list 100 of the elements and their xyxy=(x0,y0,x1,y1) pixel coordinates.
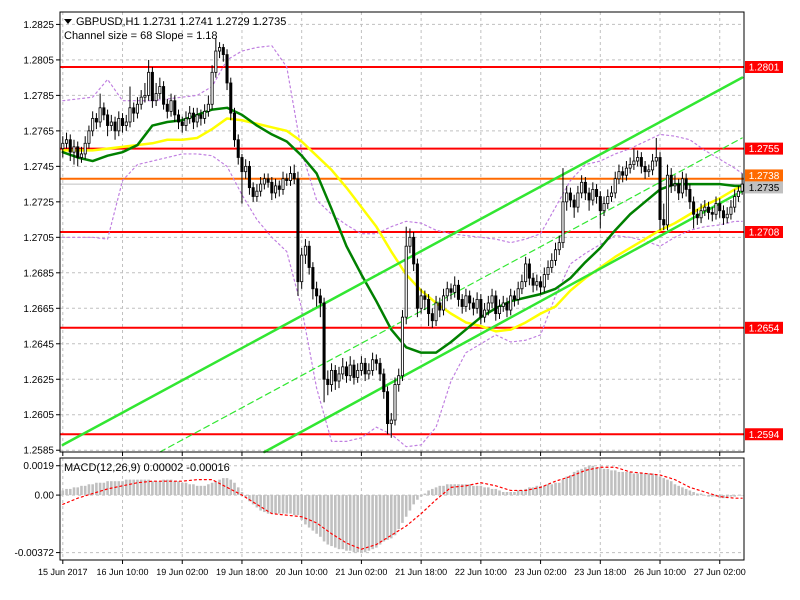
candlestick xyxy=(494,290,498,322)
candlestick xyxy=(330,362,334,392)
candlestick xyxy=(483,302,486,323)
candlestick xyxy=(438,297,442,318)
ref-line-label: 1.2654 xyxy=(748,323,780,334)
y-tick-label: 1.2705 xyxy=(23,232,54,244)
line-series xyxy=(62,45,743,244)
candlestick xyxy=(468,290,472,311)
candlestick xyxy=(476,292,479,314)
y-tick-label: 1.2765 xyxy=(23,126,54,138)
candlestick xyxy=(591,182,594,206)
candlestick xyxy=(282,171,285,196)
candlestick xyxy=(722,204,725,226)
candlestick xyxy=(621,166,624,183)
ref-line-label: 1.2755 xyxy=(748,144,780,156)
y-tick-label: 1.2725 xyxy=(23,197,54,208)
candlestick xyxy=(147,59,150,102)
candlestick xyxy=(505,297,508,318)
x-tick-label: 27 Jun 02:00 xyxy=(694,567,746,577)
candlestick xyxy=(72,139,76,166)
candlestick xyxy=(703,200,706,217)
candlestick xyxy=(516,281,520,306)
candlestick xyxy=(162,80,166,110)
y-tick-label: 1.2665 xyxy=(23,304,54,315)
x-tick-label: 26 Jun 10:00 xyxy=(634,567,686,577)
candlestick xyxy=(76,141,80,167)
candlestick xyxy=(274,178,278,199)
candlestick xyxy=(636,150,640,167)
candlestick xyxy=(121,112,124,134)
candlestick xyxy=(512,290,516,308)
candlestick xyxy=(110,114,113,132)
y-tick-label: 1.2825 xyxy=(23,20,54,31)
candlestick xyxy=(128,86,132,128)
candlestick xyxy=(677,178,680,201)
x-tick-label: 23 Jun 18:00 xyxy=(574,567,626,577)
candlestick xyxy=(278,180,281,198)
candlestick xyxy=(364,357,367,382)
x-tick-label: 19 Jun 02:00 xyxy=(156,567,208,577)
y-tick-label: 1.2805 xyxy=(23,55,54,66)
line-series xyxy=(62,153,743,448)
candlestick xyxy=(453,276,456,298)
candlestick xyxy=(356,362,360,384)
candlestick xyxy=(726,206,729,224)
x-tick-label: 21 Jun 02:00 xyxy=(335,567,388,577)
x-tick-label: 20 Jun 10:00 xyxy=(276,567,328,577)
candlestick xyxy=(598,190,602,229)
candlestick xyxy=(117,110,120,137)
x-tick-label: 16 Jun 10:00 xyxy=(96,567,149,577)
candlestick xyxy=(442,288,446,316)
candlestick xyxy=(449,282,453,300)
y-tick-label: 1.2785 xyxy=(23,90,54,102)
candlestick xyxy=(203,104,206,124)
candlestick xyxy=(472,297,475,316)
y-tick-label: 0.00 xyxy=(34,490,54,502)
ref-line-label: 1.2594 xyxy=(748,430,780,441)
y-tick-label: 1.2645 xyxy=(23,339,54,350)
y-tick-label: 1.2745 xyxy=(23,162,54,173)
candlestick xyxy=(132,102,136,122)
candlestick xyxy=(196,107,199,128)
candlestick xyxy=(334,364,337,390)
x-tick-label: 21 Jun 18:00 xyxy=(395,567,448,577)
candlestick xyxy=(707,201,710,220)
x-tick-label: 15 Jun 2017 xyxy=(38,567,88,577)
candlestick xyxy=(535,274,538,292)
candlestick xyxy=(479,294,482,325)
ref-line-label: 1.2801 xyxy=(748,62,780,74)
y-tick-label: 1.2605 xyxy=(23,410,54,422)
y-tick-label: 1.2585 xyxy=(23,446,54,457)
chart-title: MACD(12,26,9) 0.00002 -0.00016 xyxy=(64,462,230,474)
candlestick xyxy=(270,176,274,201)
candlestick xyxy=(360,356,363,376)
candlestick xyxy=(170,93,173,118)
y-tick-label: 1.2625 xyxy=(23,374,54,386)
candlestick xyxy=(192,107,195,130)
candlestick xyxy=(98,93,102,128)
candlestick xyxy=(714,196,718,220)
candlestick xyxy=(352,359,356,386)
candlestick xyxy=(371,352,374,376)
candlestick xyxy=(614,171,617,199)
candlestick xyxy=(285,172,288,186)
chart-title: GBPUSD,H1 1.2731 1.2741 1.2729 1.2735 xyxy=(76,16,286,28)
candlestick xyxy=(348,356,352,382)
y-tick-label: 0.0019 xyxy=(23,461,54,472)
candlestick xyxy=(632,148,636,170)
candlestick xyxy=(624,160,628,182)
candlestick xyxy=(710,206,714,222)
ref-line-label: 1.2735 xyxy=(748,182,780,194)
ref-line-label: 1.2708 xyxy=(748,228,780,238)
candlestick xyxy=(509,288,512,316)
candlestick xyxy=(199,109,202,126)
ref-line-label: 1.2738 xyxy=(748,170,780,182)
candlestick xyxy=(344,361,348,384)
y-tick-label: 1.2685 xyxy=(23,268,54,280)
candlestick xyxy=(651,153,654,176)
candlestick xyxy=(262,172,266,190)
y-tick-label: -0.00372 xyxy=(14,548,54,560)
candlestick xyxy=(680,171,684,199)
x-tick-label: 23 Jun 02:00 xyxy=(514,567,567,577)
candlestick xyxy=(114,116,117,140)
candlestick xyxy=(700,203,703,224)
